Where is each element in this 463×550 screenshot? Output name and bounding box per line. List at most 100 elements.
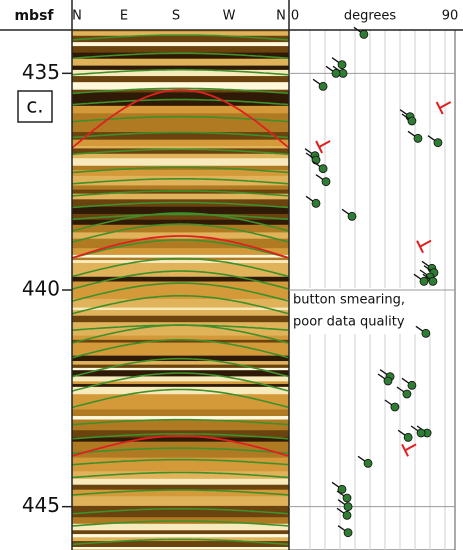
sinusoid	[71, 489, 289, 496]
image-band	[72, 523, 289, 531]
image-band	[72, 457, 289, 467]
tadpole	[363, 458, 373, 468]
sinusoid	[71, 295, 289, 315]
image-band	[72, 367, 289, 371]
tadpole	[343, 528, 353, 538]
tadpole	[331, 68, 341, 78]
image-band	[72, 448, 289, 455]
tadpole	[337, 484, 347, 494]
image-band	[72, 248, 289, 256]
image-band	[72, 328, 289, 337]
tadpole	[428, 276, 438, 286]
y-tick-label: 445	[22, 493, 60, 517]
azimuth-label: W	[223, 9, 236, 24]
image-band	[72, 213, 289, 221]
tadpole	[321, 177, 331, 187]
tee-stem	[419, 239, 432, 248]
sinusoid	[71, 148, 289, 156]
tadpole	[318, 164, 328, 174]
image-band	[72, 381, 289, 385]
sinusoid	[71, 388, 289, 409]
tadpole	[342, 493, 352, 503]
image-band	[72, 244, 289, 249]
sinusoid	[71, 418, 289, 426]
image-band	[72, 339, 289, 344]
tadpole	[421, 328, 431, 338]
image-band	[72, 206, 289, 215]
image-band	[72, 541, 289, 548]
image-band	[72, 270, 289, 278]
image-band	[72, 501, 289, 507]
image-band	[72, 158, 289, 167]
dip-pick	[435, 101, 452, 115]
tadpole	[390, 402, 400, 412]
tadpole	[416, 428, 426, 438]
image-band	[72, 99, 289, 107]
image-band	[72, 254, 289, 259]
sinusoid	[71, 212, 289, 232]
y-tick-label: 440	[22, 277, 60, 301]
dip-pick	[416, 239, 432, 254]
image-band	[72, 511, 289, 518]
image-band	[72, 384, 289, 388]
image-band	[72, 113, 289, 119]
image-band	[72, 344, 289, 351]
tadpole	[433, 138, 443, 148]
image-band	[72, 189, 289, 195]
sinusoid	[71, 471, 289, 479]
tadpole	[347, 211, 357, 221]
image-band	[72, 82, 289, 91]
image-band	[72, 262, 289, 272]
image-band	[72, 352, 289, 357]
image-band	[72, 181, 289, 186]
image-band	[72, 416, 289, 421]
sinusoid	[71, 257, 289, 278]
sinusoid	[71, 458, 289, 466]
image-band	[72, 219, 289, 226]
image-band	[72, 361, 289, 366]
sinusoid	[71, 270, 289, 290]
image-band	[72, 148, 289, 155]
image-band	[72, 426, 289, 431]
tee-stem	[318, 140, 331, 148]
image-band	[72, 546, 289, 550]
panel-label: c.	[26, 94, 43, 118]
image-band	[72, 146, 289, 149]
image-band	[72, 238, 289, 245]
sinusoid	[71, 166, 289, 174]
tee-bar	[315, 140, 324, 154]
sinusoid	[71, 223, 289, 243]
image-band	[72, 298, 289, 307]
sinusoid	[71, 190, 289, 197]
image-band	[72, 465, 289, 472]
image-band	[72, 441, 289, 449]
sinusoid	[71, 87, 289, 95]
annotation: button smearing,	[293, 293, 405, 308]
image-band	[72, 478, 289, 486]
dip-pick	[315, 140, 331, 154]
sinusoid	[71, 235, 289, 259]
image-band	[72, 437, 289, 443]
image-band	[72, 386, 289, 395]
tadpole	[343, 502, 353, 512]
annotation-bg	[290, 288, 440, 334]
image-band	[72, 307, 289, 311]
tadpole	[337, 60, 347, 70]
image-band	[72, 496, 289, 502]
x-axis-label: degrees	[344, 9, 397, 24]
image-band	[72, 193, 289, 200]
image-band	[72, 342, 289, 346]
tee-stem	[439, 101, 452, 109]
azimuth-label: E	[120, 9, 128, 24]
image-band	[72, 530, 289, 535]
sinusoid	[71, 282, 289, 302]
panel-label-box	[17, 90, 53, 123]
image-band	[72, 454, 289, 459]
image-band	[72, 127, 289, 133]
image-band	[72, 484, 289, 491]
sinusoid	[71, 520, 289, 527]
image-band	[72, 315, 289, 323]
image-band	[72, 52, 289, 60]
tee-bar	[401, 443, 409, 457]
